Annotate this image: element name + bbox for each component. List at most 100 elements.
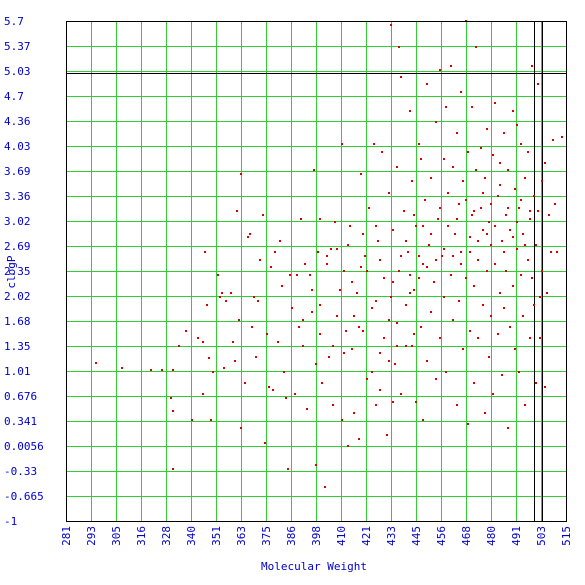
data-point (539, 337, 541, 339)
data-point (497, 333, 499, 335)
data-point (422, 225, 424, 227)
data-point (240, 173, 242, 175)
data-point (490, 203, 492, 205)
data-point (300, 218, 302, 220)
data-point (403, 210, 405, 212)
data-point (424, 199, 426, 201)
y-tick-label: 5.7 (4, 15, 24, 28)
x-tick-label: 456 (435, 526, 448, 546)
x-tick-label: 410 (335, 526, 348, 546)
data-point (507, 169, 509, 171)
x-tick-label: 281 (60, 526, 73, 546)
data-point (368, 207, 370, 209)
y-tick-label: 2.69 (4, 240, 31, 253)
data-point (398, 46, 400, 48)
data-point (409, 274, 411, 276)
data-point (353, 412, 355, 414)
data-point (535, 382, 537, 384)
data-point (527, 151, 529, 153)
data-point (433, 281, 435, 283)
data-point (454, 233, 456, 235)
data-point (383, 277, 385, 279)
data-point (535, 244, 537, 246)
y-tick-label: 1.68 (4, 315, 31, 328)
y-tick-label: 0.0056 (4, 440, 44, 453)
data-point (388, 319, 390, 321)
data-point (266, 333, 268, 335)
data-point (456, 132, 458, 134)
data-point (514, 348, 516, 350)
data-point (319, 218, 321, 220)
data-point (437, 218, 439, 220)
data-point (415, 401, 417, 403)
y-tick-label: 1.35 (4, 340, 31, 353)
data-point (443, 158, 445, 160)
data-point (360, 173, 362, 175)
data-point (488, 356, 490, 358)
data-point (409, 110, 411, 112)
data-point (287, 468, 289, 470)
data-point (219, 296, 221, 298)
x-tick-label: 503 (535, 526, 548, 546)
data-point (441, 255, 443, 257)
data-point (467, 151, 469, 153)
data-point (415, 225, 417, 227)
data-point (546, 292, 548, 294)
data-point (341, 419, 343, 421)
plot-frame (66, 21, 567, 522)
data-point (520, 143, 522, 145)
data-point (516, 248, 518, 250)
data-point (490, 315, 492, 317)
data-point (529, 218, 531, 220)
data-point (255, 356, 257, 358)
data-point (450, 274, 452, 276)
data-point (460, 91, 462, 93)
data-point (541, 180, 543, 182)
data-point (202, 393, 204, 395)
data-point (383, 337, 385, 339)
x-tick-label: 445 (410, 526, 423, 546)
data-point (400, 76, 402, 78)
data-point (347, 445, 349, 447)
data-point (264, 442, 266, 444)
data-point (445, 106, 447, 108)
data-point (244, 382, 246, 384)
data-point (405, 345, 407, 347)
data-point (473, 210, 475, 212)
data-point (251, 326, 253, 328)
data-point (469, 251, 471, 253)
data-point (480, 207, 482, 209)
data-point (178, 345, 180, 347)
data-point (556, 251, 558, 253)
y-tick-label: 1.01 (4, 365, 31, 378)
data-point (208, 357, 210, 359)
data-point (531, 277, 533, 279)
data-point (413, 333, 415, 335)
data-point (362, 233, 364, 235)
data-point (351, 281, 353, 283)
data-point (507, 427, 509, 429)
data-point (537, 83, 539, 85)
data-point (482, 192, 484, 194)
data-point (443, 296, 445, 298)
y-tick-labels: 5.7 5.37 5.03 4.7 4.36 4.03 3.69 3.36 3.02 2.69 2.… (4, 15, 44, 528)
y-tick-label: 3.36 (4, 190, 31, 203)
data-point (456, 218, 458, 220)
data-point (460, 263, 462, 265)
data-point (422, 263, 424, 265)
data-point (294, 393, 296, 395)
data-point (328, 356, 330, 358)
data-point (501, 240, 503, 242)
data-point (418, 143, 420, 145)
data-point (430, 311, 432, 313)
data-point (392, 281, 394, 283)
y-tick-label: 3.02 (4, 215, 31, 228)
data-point (445, 371, 447, 373)
x-tick-label: 491 (510, 526, 523, 546)
data-point (210, 419, 212, 421)
data-point (458, 300, 460, 302)
data-point (486, 233, 488, 235)
data-point (450, 65, 452, 67)
data-point (377, 240, 379, 242)
data-point (217, 274, 219, 276)
